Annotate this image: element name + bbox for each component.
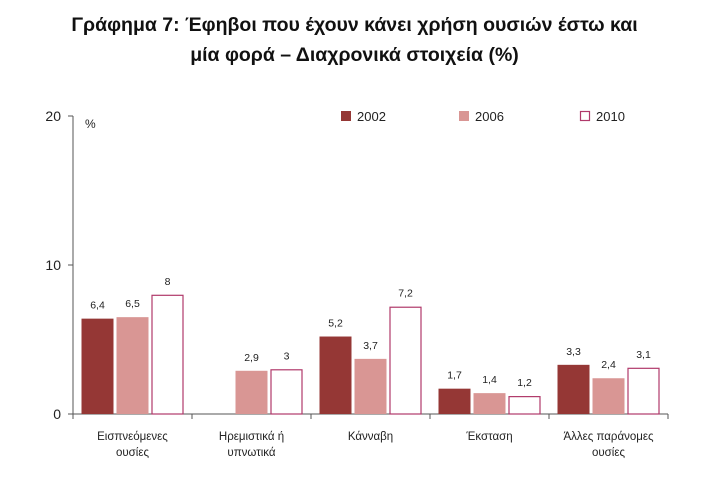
data-label: 2,4 — [601, 359, 616, 371]
legend-label-2006: 2006 — [475, 109, 504, 124]
bar-2006 — [116, 317, 149, 414]
data-label: 1,7 — [447, 370, 462, 382]
data-label: 3,7 — [363, 340, 378, 352]
data-label: 8 — [165, 276, 171, 288]
data-label: 6,4 — [90, 300, 105, 312]
legend-label-2010: 2010 — [596, 109, 625, 124]
category-label: Κάνναβη — [348, 431, 393, 443]
category-label: Έκσταση — [465, 431, 512, 443]
legend-label-2002: 2002 — [357, 109, 386, 124]
data-label: 3 — [284, 350, 290, 362]
bar-2002 — [319, 336, 352, 414]
data-label: 1,4 — [482, 374, 497, 386]
data-label: 7,2 — [398, 288, 413, 300]
bar-2010 — [508, 396, 541, 415]
bar-2010 — [270, 369, 303, 415]
bar-2002 — [81, 318, 114, 414]
chart-title-line-1: Γράφημα 7: Έφηβοι που έχουν κάνει χρήση … — [71, 14, 638, 36]
data-label: 1,2 — [517, 377, 532, 389]
bar-2010 — [627, 367, 660, 415]
category-label: ουσίες — [592, 447, 625, 459]
legend-swatch-2010 — [579, 110, 591, 122]
legend-swatch-2006 — [459, 111, 469, 121]
bar-2010 — [389, 306, 422, 415]
bar-2006 — [473, 393, 506, 414]
legend-swatch-2002 — [341, 111, 351, 121]
bar-2006 — [235, 370, 268, 414]
data-label: 3,1 — [636, 349, 651, 361]
y-tick-label: 0 — [53, 406, 61, 422]
category-label: υπνωτικά — [227, 447, 275, 459]
bar-2006 — [354, 358, 387, 414]
category-label: ουσίες — [116, 447, 149, 459]
data-label: 2,9 — [244, 352, 259, 364]
y-tick-label: 10 — [45, 257, 61, 273]
bar-2002 — [438, 388, 471, 414]
y-unit-label: % — [85, 117, 96, 131]
data-label: 6,5 — [125, 298, 140, 310]
bar-2006 — [592, 378, 625, 414]
chart-title-line-2: μία φορά – Διαχρονικά στοιχεία (%) — [190, 44, 519, 66]
bar-2010 — [151, 294, 184, 415]
y-tick-label: 20 — [45, 108, 61, 124]
chart-title: Γράφημα 7: Έφηβοι που έχουν κάνει χρήση … — [0, 10, 709, 70]
category-label: Εισπνεόμενες — [97, 431, 168, 443]
category-label: Άλλες παράνομες — [563, 431, 654, 443]
data-label: 5,2 — [328, 318, 343, 330]
data-label: 3,3 — [566, 346, 581, 358]
category-label: Ηρεμιστικά ή — [219, 431, 284, 443]
bar-2002 — [557, 364, 590, 414]
